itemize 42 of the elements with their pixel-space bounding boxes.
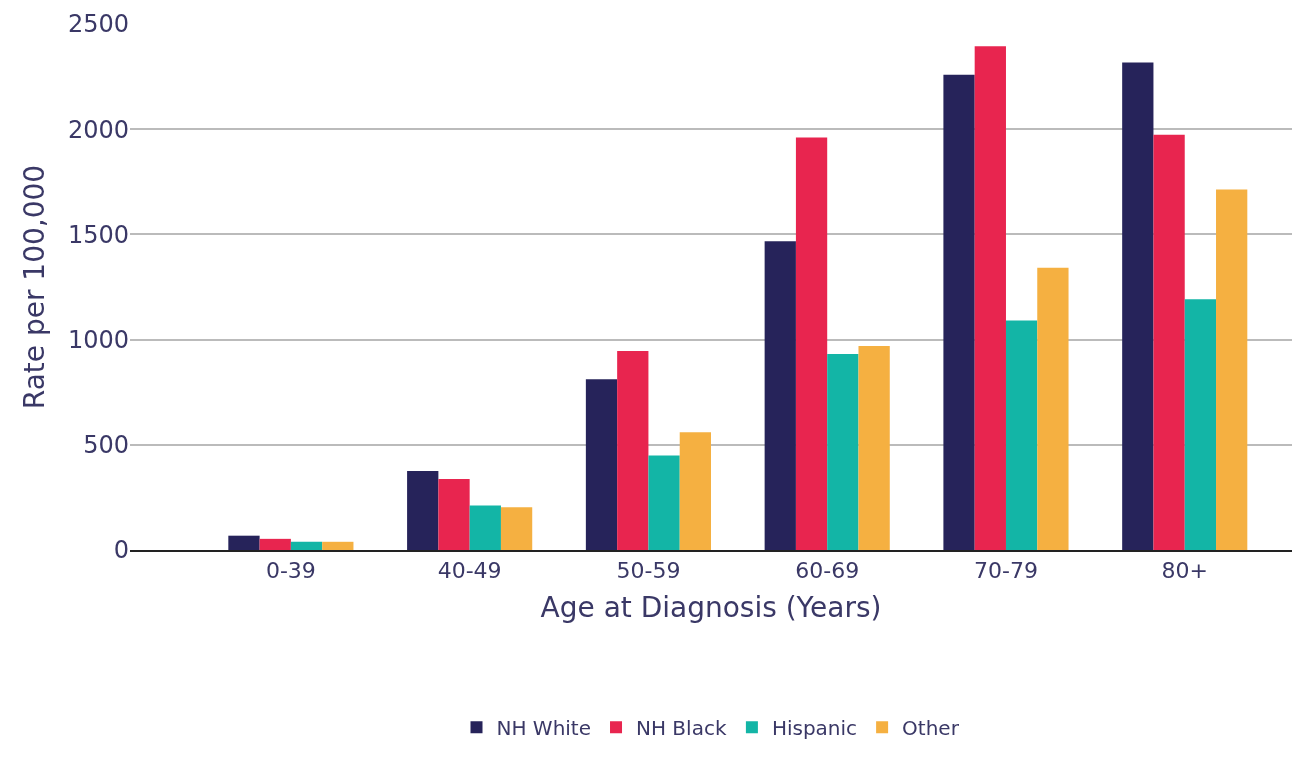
bar	[1122, 62, 1154, 550]
bar	[974, 46, 1006, 550]
bar	[500, 507, 533, 550]
bar	[648, 455, 680, 550]
bar	[322, 541, 354, 550]
bar	[795, 137, 828, 550]
bar	[679, 432, 711, 550]
bar	[407, 470, 439, 550]
x-tick-label: 0-39	[265, 558, 316, 584]
bar	[469, 505, 501, 550]
bar	[1037, 267, 1069, 550]
legend-label: Hispanic	[771, 716, 858, 741]
bar	[585, 379, 618, 550]
x-tick-label: 50-59	[616, 558, 681, 584]
bar	[259, 538, 291, 550]
x-tick-label: 60-69	[795, 558, 860, 584]
y-tick-label: 2500	[67, 10, 129, 39]
bar	[228, 535, 260, 550]
legend-label: NH White	[496, 716, 592, 741]
bar	[858, 345, 890, 550]
bar	[1153, 134, 1185, 550]
x-tick-label: 80+	[1161, 558, 1208, 584]
bar	[438, 478, 470, 550]
y-tick-label: 1500	[67, 220, 129, 249]
y-tick-label: 2000	[67, 115, 129, 144]
bar	[290, 541, 323, 550]
bar	[827, 354, 859, 550]
x-tick-label: 70-79	[974, 558, 1038, 584]
bar	[617, 350, 649, 550]
y-tick-label: 1000	[67, 326, 129, 354]
y-axis-title: Rate per 100,000	[17, 164, 51, 410]
y-tick-label: 0	[113, 536, 129, 565]
bar	[764, 241, 796, 550]
bar	[1005, 320, 1038, 550]
y-tick-label: 500	[83, 431, 129, 460]
bar	[1216, 189, 1248, 550]
legend-label: NH Black	[636, 716, 727, 741]
bar	[943, 74, 975, 550]
x-tick-label: 40-49	[437, 558, 502, 584]
bar	[1184, 299, 1217, 550]
legend-label: Other	[902, 716, 960, 741]
x-axis-title: Age at Diagnosis (Years)	[540, 591, 882, 624]
